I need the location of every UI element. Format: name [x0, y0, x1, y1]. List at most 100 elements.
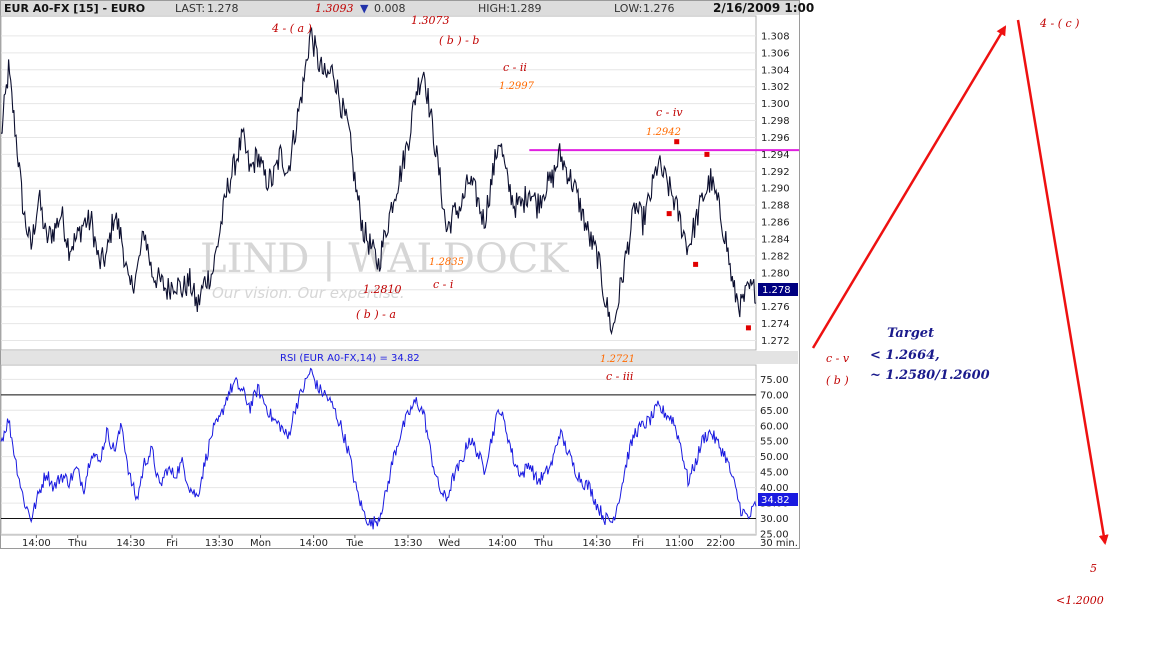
wave-marker	[666, 211, 672, 217]
high-value: 1.289	[510, 2, 542, 15]
annotation-c-v: c - v	[826, 352, 850, 365]
annotation-c-iii-value: 1.2721	[600, 354, 635, 365]
annotation-4a: 4 - ( a )	[271, 22, 312, 35]
annotation-below-1-2000: <1.2000	[1056, 594, 1104, 607]
rsi-y-axis: 75.00 70.00 65.00 60.00 55.00 50.00 45.00 40.00…	[760, 375, 789, 541]
x-tick-label: 11:00	[665, 538, 694, 549]
price-tick-label: 1.304	[761, 65, 790, 76]
interval-label: 30 min.	[760, 538, 798, 549]
price-tick-label: 1.296	[761, 133, 790, 144]
x-tick-label: Fri	[632, 538, 644, 549]
x-tick-label: 13:30	[205, 538, 234, 549]
x-tick-label: Mon	[250, 538, 271, 549]
rsi-tick-label: 65.00	[760, 406, 789, 417]
price-plot-area	[0, 15, 757, 351]
target-level-1: < 1.2664,	[870, 348, 940, 363]
rsi-last-label: 34.82	[761, 495, 790, 506]
price-tick-label: 1.290	[761, 184, 790, 195]
last-price-box	[758, 283, 798, 296]
price-tick-label: 1.308	[761, 31, 790, 42]
price-tick-label: 1.292	[761, 167, 790, 178]
target-block: Target < 1.2664, ~ 1.2580/1.2600	[870, 326, 990, 383]
price-y-axis: 1.308 1.306 1.304 1.302 1.300 1.298 1.296 1.294…	[761, 31, 790, 347]
price-series-line	[0, 26, 757, 336]
rsi-last-box	[758, 493, 798, 506]
x-tick-label: 22:00	[706, 538, 735, 549]
rsi-tick-label: 55.00	[760, 437, 789, 448]
price-tick-label: 1.274	[761, 319, 790, 330]
annotation-b: ( b )	[826, 374, 849, 387]
price-grid	[1, 35, 756, 342]
header-datetime: 2/16/2009 1:00	[713, 1, 814, 15]
rsi-tick-label: 75.00	[760, 375, 789, 386]
change-overlay-value: 1.3093	[315, 2, 354, 15]
x-tick-label: 13:30	[394, 538, 423, 549]
rsi-tick-label: 45.00	[760, 468, 789, 479]
annotation-c-iv-value: 1.2942	[646, 127, 681, 138]
x-tick-label: 14:00	[488, 538, 517, 549]
x-tick-label: 14:00	[299, 538, 328, 549]
price-tick-label: 1.276	[761, 302, 790, 313]
watermark-logo: LIND | WALDOCK	[200, 236, 569, 282]
symbol-title: EUR A0-FX [15] - EURO	[4, 2, 145, 15]
x-tick-label: 14:30	[582, 538, 611, 549]
annotation-b-top-value: 1.3073	[411, 14, 450, 27]
wave-marker	[745, 325, 751, 331]
low-value: 1.276	[643, 2, 675, 15]
price-panel: LIND | WALDOCK Our vision. Our expertise…	[0, 15, 799, 351]
rsi-tick-label: 40.00	[760, 483, 789, 494]
header-bar	[1, 1, 799, 15]
price-tick-label: 1.282	[761, 251, 790, 262]
price-tick-label: 1.280	[761, 268, 790, 279]
high-label: HIGH:	[478, 2, 510, 15]
annotation-c-ii-value: 1.2997	[499, 81, 535, 92]
target-level-2: ~ 1.2580/1.2600	[870, 368, 990, 383]
annotation-c-iii: c - iii	[606, 370, 633, 383]
rsi-tick-label: 25.00	[760, 530, 789, 541]
rsi-title-bar	[1, 351, 798, 364]
change-value: 0.008	[374, 2, 406, 15]
wave-marker	[693, 261, 699, 267]
wave-marker	[704, 151, 710, 157]
projection-arrow-down	[1016, 19, 1109, 545]
last-price-label: 1.278	[762, 285, 791, 296]
annotation-5: 5	[1090, 562, 1097, 575]
x-tick-label: Thu	[67, 538, 87, 549]
projection-arrow-up	[811, 25, 1007, 349]
wave-annotations: 4 - ( a ) 1.3073 ( b ) - b c - ii 1.2997…	[271, 14, 1104, 607]
rsi-tick-label: 60.00	[760, 421, 789, 432]
price-tick-label: 1.294	[761, 150, 790, 161]
annotation-c-iv: c - iv	[656, 106, 683, 119]
x-tick-label: 14:00	[22, 538, 51, 549]
time-x-axis: 14:00 Thu 14:30 Fri 13:30 Mon 14:00 Tue 13:30 Wed…	[22, 535, 735, 549]
price-tick-label: 1.302	[761, 82, 790, 93]
price-tick-label: 1.298	[761, 116, 790, 127]
x-tick-label: 14:30	[116, 538, 145, 549]
target-title: Target	[887, 326, 934, 341]
annotation-c-ii: c - ii	[503, 61, 527, 74]
rsi-title: RSI (EUR A0-FX,14) = 34.82	[280, 353, 420, 364]
annotation-b-b: ( b ) - b	[439, 34, 479, 47]
annotation-b-a-value: 1.2810	[363, 283, 402, 296]
price-tick-label: 1.284	[761, 235, 790, 246]
price-markers	[666, 139, 751, 331]
rsi-panel	[0, 364, 757, 536]
price-tick-label: 1.272	[761, 336, 790, 347]
rsi-plot-area	[0, 364, 757, 536]
annotation-b-a: ( b ) - a	[356, 308, 396, 321]
watermark-tagline: Our vision. Our expertise.	[212, 284, 405, 302]
price-tick-label: 1.300	[761, 99, 790, 110]
x-tick-label: Tue	[345, 538, 363, 549]
price-tick-label: 1.288	[761, 201, 790, 212]
last-label: LAST:	[175, 2, 205, 15]
price-tick-label: 1.286	[761, 218, 790, 229]
x-tick-label: Wed	[438, 538, 460, 549]
rsi-tick-label: 30.00	[760, 514, 789, 525]
change-arrow-icon: ▼	[360, 2, 369, 15]
rsi-series-line	[0, 367, 757, 530]
rsi-tick-label: 50.00	[760, 452, 789, 463]
price-tick-label: 1.306	[761, 48, 790, 59]
rsi-tick-label: 70.00	[760, 390, 789, 401]
annotation-c-i: c - i	[433, 278, 453, 291]
